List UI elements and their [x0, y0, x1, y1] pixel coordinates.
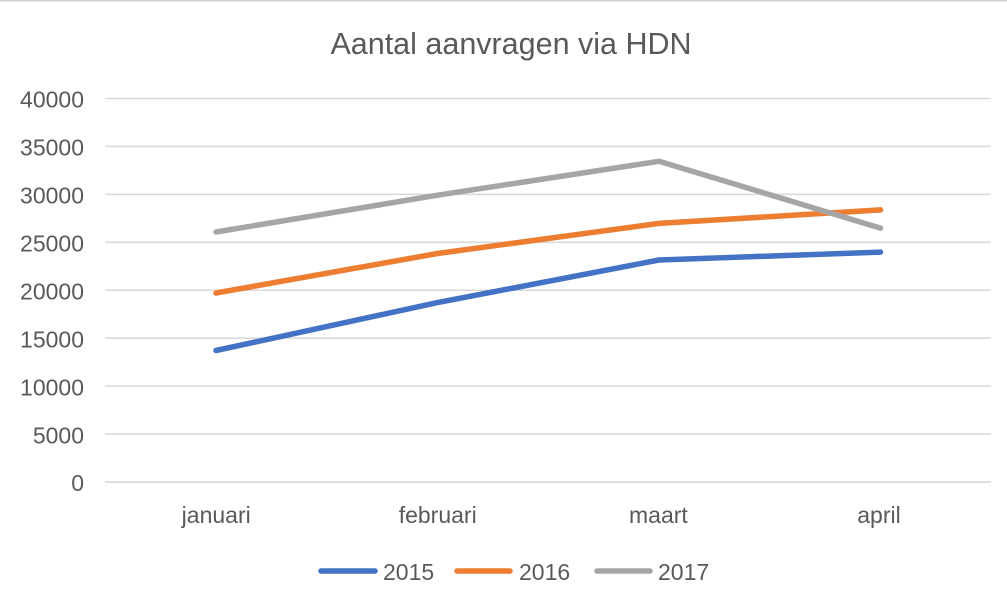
svg-text:25000: 25000 — [20, 231, 84, 257]
svg-text:2015: 2015 — [383, 559, 434, 585]
svg-text:0: 0 — [71, 470, 84, 496]
svg-text:maart: maart — [629, 502, 688, 528]
svg-text:5000: 5000 — [33, 422, 84, 448]
svg-text:35000: 35000 — [20, 135, 84, 161]
svg-text:20000: 20000 — [20, 278, 84, 304]
svg-text:januari: januari — [181, 502, 251, 528]
svg-text:april: april — [857, 502, 900, 528]
svg-text:2017: 2017 — [658, 559, 709, 585]
svg-text:40000: 40000 — [20, 87, 84, 113]
svg-text:februari: februari — [399, 502, 477, 528]
svg-text:Aantal aanvragen via HDN: Aantal aanvragen via HDN — [330, 27, 691, 61]
svg-text:10000: 10000 — [20, 374, 84, 400]
svg-text:15000: 15000 — [20, 326, 84, 352]
svg-text:2016: 2016 — [519, 559, 570, 585]
svg-text:30000: 30000 — [20, 183, 84, 209]
